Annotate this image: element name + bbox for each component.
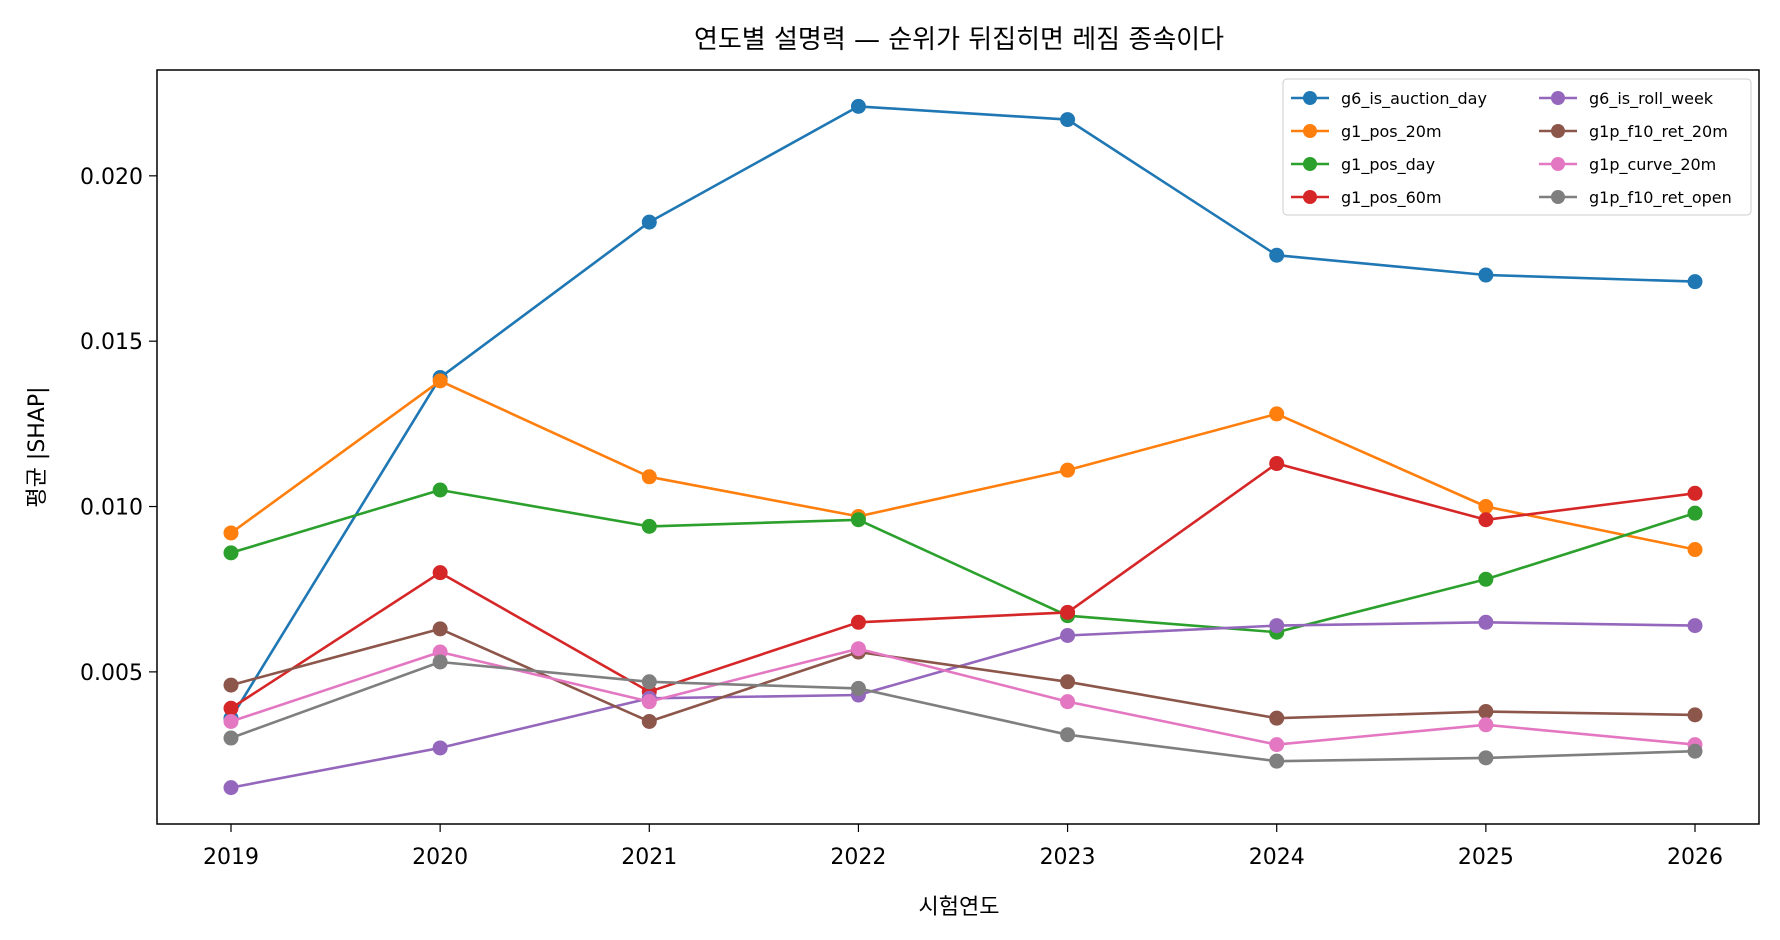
x-tick-label: 2020 [412, 845, 468, 870]
data-point-g6_is_auction_day [1269, 248, 1284, 263]
data-point-g1_pos_60m [851, 615, 866, 630]
y-tick-label: 0.015 [80, 330, 143, 355]
data-point-g6_is_auction_day [1060, 112, 1075, 127]
data-point-g1_pos_day [642, 519, 657, 534]
data-point-g6_is_roll_week [1688, 618, 1703, 633]
series-line-g6_is_roll_week [231, 622, 1695, 787]
data-point-g1p_f10_ret_open [1688, 744, 1703, 759]
legend-swatch-marker [1551, 91, 1565, 105]
data-point-g1_pos_60m [1060, 605, 1075, 620]
data-point-g1p_curve_20m [1269, 737, 1284, 752]
data-point-g1_pos_60m [1478, 512, 1493, 527]
data-point-g1p_f10_ret_open [1060, 727, 1075, 742]
legend-swatch-marker [1551, 124, 1565, 138]
legend-label: g1p_f10_ret_20m [1589, 122, 1728, 142]
chart-title: 연도별 설명력 — 순위가 뒤집히면 레짐 종속이다 [694, 25, 1224, 55]
data-point-g1_pos_60m [1269, 456, 1284, 471]
data-point-g6_is_auction_day [1688, 274, 1703, 289]
data-point-g1p_f10_ret_20m [1688, 707, 1703, 722]
data-point-g1p_curve_20m [224, 714, 239, 729]
data-point-g6_is_roll_week [1478, 615, 1493, 630]
data-point-g1_pos_day [433, 482, 448, 497]
data-point-g1p_f10_ret_open [224, 731, 239, 746]
data-point-g1p_f10_ret_20m [1478, 704, 1493, 719]
x-tick-label: 2021 [621, 845, 677, 870]
data-point-g1p_curve_20m [1060, 694, 1075, 709]
data-point-g1p_f10_ret_open [433, 654, 448, 669]
x-tick-label: 2019 [203, 845, 259, 870]
legend-swatch-marker [1303, 190, 1317, 204]
series-g6_is_roll_week [224, 615, 1703, 795]
x-tick-label: 2026 [1667, 845, 1723, 870]
data-point-g1p_curve_20m [851, 641, 866, 656]
data-point-g1_pos_20m [1060, 463, 1075, 478]
x-axis: 2019 2020 2021 2022 2023 2024 2025 2026 [203, 824, 1723, 870]
data-point-g1_pos_day [1478, 572, 1493, 587]
series-g1_pos_20m [224, 373, 1703, 557]
legend-label: g6_is_roll_week [1589, 89, 1714, 109]
x-tick-label: 2025 [1458, 845, 1514, 870]
data-point-g1_pos_20m [1478, 499, 1493, 514]
data-point-g6_is_roll_week [1269, 618, 1284, 633]
series-line-g1_pos_60m [231, 464, 1695, 709]
legend-label: g1p_curve_20m [1589, 155, 1716, 175]
data-point-g1_pos_60m [224, 701, 239, 716]
legend: g6_is_auction_day g1_pos_20m g1_pos_day g1_… [1283, 79, 1751, 215]
data-point-g6_is_auction_day [851, 99, 866, 114]
data-point-g1_pos_60m [1688, 486, 1703, 501]
data-point-g1_pos_day [224, 545, 239, 560]
data-point-g1p_f10_ret_20m [1060, 674, 1075, 689]
data-point-g1p_f10_ret_20m [224, 678, 239, 693]
legend-label: g1_pos_60m [1341, 188, 1442, 208]
data-point-g1_pos_day [851, 512, 866, 527]
data-point-g1_pos_20m [1269, 406, 1284, 421]
legend-label: g1_pos_20m [1341, 122, 1442, 142]
y-tick-label: 0.020 [80, 165, 143, 190]
y-tick-label: 0.005 [80, 661, 143, 686]
legend-swatch-marker [1303, 91, 1317, 105]
legend-swatch-marker [1551, 190, 1565, 204]
series-line-g1_pos_20m [231, 381, 1695, 550]
data-point-g6_is_auction_day [642, 215, 657, 230]
data-point-g1_pos_day [1688, 506, 1703, 521]
data-point-g1p_f10_ret_open [1478, 750, 1493, 765]
data-point-g1_pos_20m [642, 469, 657, 484]
data-point-g1p_f10_ret_open [1269, 754, 1284, 769]
data-point-g1p_f10_ret_open [851, 681, 866, 696]
data-point-g1p_f10_ret_20m [642, 714, 657, 729]
legend-label: g6_is_auction_day [1341, 89, 1487, 109]
data-point-g1p_f10_ret_open [642, 674, 657, 689]
data-point-g1_pos_20m [1688, 542, 1703, 557]
y-axis: 0.005 0.010 0.015 0.020 [80, 165, 157, 686]
data-point-g1_pos_20m [433, 373, 448, 388]
x-tick-label: 2023 [1040, 845, 1096, 870]
data-point-g6_is_roll_week [433, 740, 448, 755]
y-axis-label: 평균 |SHAP| [25, 386, 50, 507]
legend-swatch-marker [1303, 157, 1317, 171]
legend-label: g1_pos_day [1341, 155, 1435, 175]
legend-swatch-marker [1303, 124, 1317, 138]
data-point-g1p_f10_ret_20m [1269, 711, 1284, 726]
data-point-g6_is_roll_week [1060, 628, 1075, 643]
legend-swatch-marker [1551, 157, 1565, 171]
data-point-g1p_curve_20m [642, 694, 657, 709]
data-point-g1_pos_60m [433, 565, 448, 580]
x-axis-label: 시험연도 [919, 895, 1000, 920]
data-point-g1_pos_20m [224, 525, 239, 540]
data-point-g6_is_auction_day [1478, 268, 1493, 283]
y-tick-label: 0.010 [80, 496, 143, 521]
series-line-g1_pos_day [231, 490, 1695, 632]
data-point-g1p_curve_20m [1478, 717, 1493, 732]
x-tick-label: 2022 [830, 845, 886, 870]
data-point-g1p_f10_ret_20m [433, 621, 448, 636]
data-point-g6_is_roll_week [224, 780, 239, 795]
x-tick-label: 2024 [1249, 845, 1305, 870]
legend-label: g1p_f10_ret_open [1589, 188, 1732, 208]
